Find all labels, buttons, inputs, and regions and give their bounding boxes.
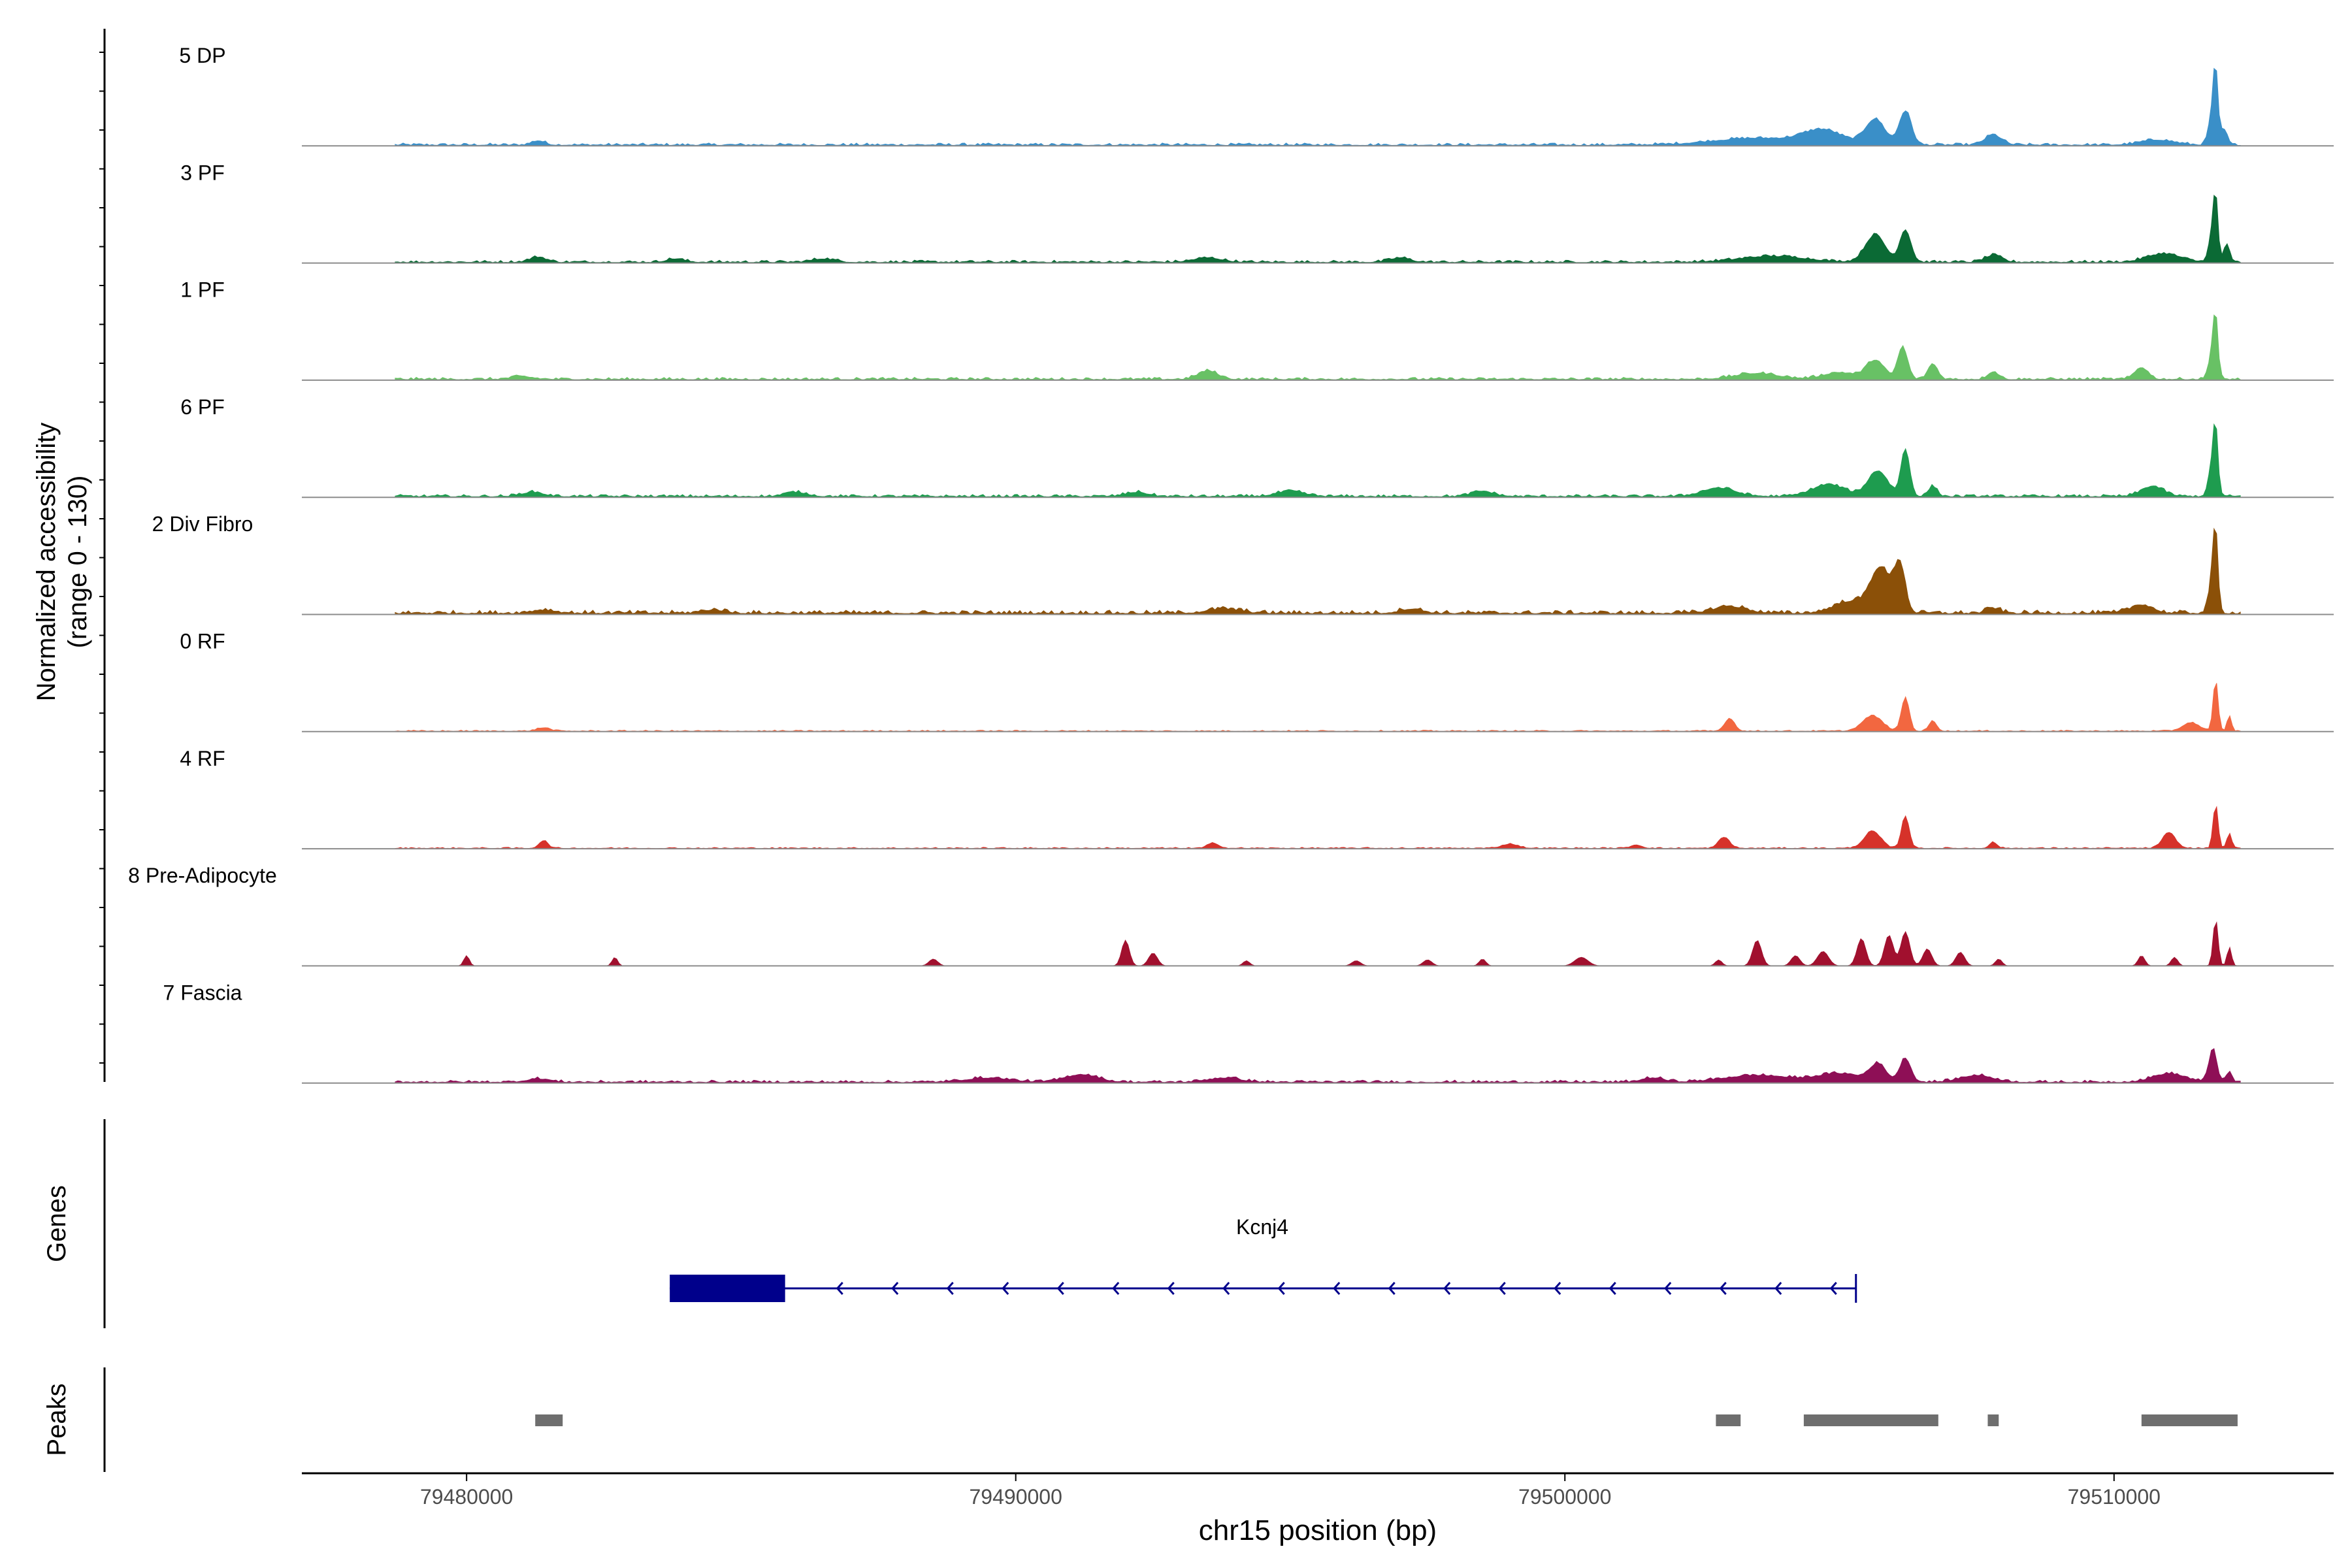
track-7-fascia: 7 Fascia — [163, 981, 2334, 1084]
x-axis-ticks: 79480000 79490000 79500000 79510000 — [420, 1473, 2161, 1509]
strand-arrow — [891, 1282, 899, 1295]
coverage-area — [395, 67, 2241, 146]
strand-arrow — [1222, 1282, 1230, 1295]
strand-arrow — [946, 1282, 954, 1295]
strand-arrow — [1774, 1282, 1782, 1295]
peak-region — [1987, 1414, 1999, 1426]
coverage-area — [395, 314, 2241, 381]
gene-label: Kcnj4 — [1236, 1215, 1288, 1239]
strand-arrow — [1002, 1282, 1009, 1295]
track-label: 8 Pre-Adipocyte — [128, 864, 277, 887]
x-axis-title: chr15 position (bp) — [1199, 1514, 1437, 1546]
coverage-area — [395, 195, 2241, 264]
track-label: 4 RF — [180, 747, 225, 770]
strand-arrow — [1609, 1282, 1616, 1295]
track-label: 1 PF — [180, 278, 225, 302]
genes-axis-label: Genes — [42, 1185, 71, 1262]
strand-arrow — [836, 1282, 843, 1295]
coverage-area — [395, 683, 2241, 732]
strand-arrow — [1443, 1282, 1451, 1295]
accessibility-y-axis — [99, 29, 106, 1082]
peak-region — [2141, 1414, 2238, 1426]
strand-arrow — [1167, 1282, 1175, 1295]
track-label: 0 RF — [180, 630, 225, 653]
y-axis-title: Normalized accessibility — [32, 423, 61, 702]
coverage-area — [395, 921, 2241, 966]
strand-arrow — [1277, 1282, 1285, 1295]
peak-region — [1716, 1414, 1741, 1426]
track-4-rf: 4 RF — [180, 747, 2334, 850]
strand-arrow — [1829, 1282, 1837, 1295]
gene-exon — [670, 1275, 785, 1302]
x-tick-label: 79510000 — [2068, 1485, 2161, 1509]
peak-region — [535, 1414, 563, 1426]
coverage-area — [395, 806, 2241, 849]
strand-arrow — [1498, 1282, 1506, 1295]
track-6-pf: 6 PF — [180, 395, 2334, 498]
coverage-area — [395, 1048, 2241, 1084]
peaks-axis-label: Peaks — [42, 1383, 71, 1456]
track-2-div-fibro: 2 Div Fibro — [152, 512, 2334, 615]
track-8-pre-adipocyte: 8 Pre-Adipocyte — [128, 864, 2334, 967]
gene-track — [670, 1274, 1857, 1303]
track-5-dp: 5 DP — [179, 44, 2334, 147]
coverage-tracks: 5 DP 3 PF 1 PF 6 PF 2 Div Fibro 0 RF 4 RF 8 Pre… — [128, 44, 2334, 1084]
x-tick-label: 79500000 — [1518, 1485, 1611, 1509]
strand-arrow — [1554, 1282, 1561, 1295]
x-tick-label: 79490000 — [970, 1485, 1062, 1509]
peak-region — [1803, 1414, 1938, 1426]
y-axis-range: (range 0 - 130) — [63, 476, 92, 649]
peaks-track — [535, 1414, 2238, 1426]
track-label: 3 PF — [180, 161, 225, 184]
coverage-area — [395, 423, 2241, 498]
strand-arrow — [1664, 1282, 1672, 1295]
coverage-area — [395, 527, 2241, 615]
track-0-rf: 0 RF — [180, 630, 2334, 732]
strand-arrow — [1333, 1282, 1341, 1295]
track-label: 2 Div Fibro — [152, 512, 253, 536]
strand-arrow — [1056, 1282, 1064, 1295]
track-label: 5 DP — [179, 44, 225, 67]
track-1-pf: 1 PF — [180, 278, 2334, 381]
strand-arrow — [1112, 1282, 1120, 1295]
strand-arrow — [1388, 1282, 1396, 1295]
track-3-pf: 3 PF — [180, 161, 2334, 264]
track-label: 6 PF — [180, 395, 225, 419]
strand-arrow — [1719, 1282, 1727, 1295]
x-tick-label: 79480000 — [420, 1485, 513, 1509]
track-label: 7 Fascia — [163, 981, 242, 1004]
